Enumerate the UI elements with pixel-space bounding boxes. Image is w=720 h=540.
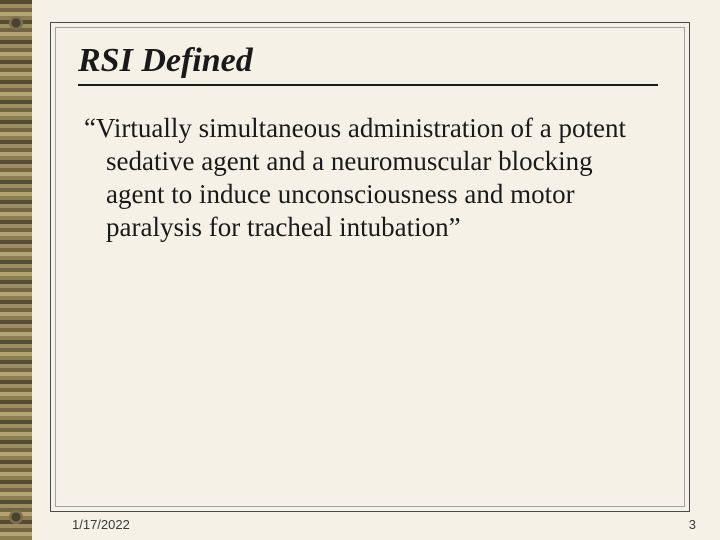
slide-content: RSI Defined “Virtually simultaneous admi… — [78, 42, 670, 492]
slide-body: “Virtually simultaneous administration o… — [78, 112, 638, 244]
footer-date: 1/17/2022 — [72, 517, 130, 532]
body-paragraph: “Virtually simultaneous administration o… — [84, 112, 638, 244]
decorative-left-strip — [0, 0, 32, 540]
footer-page-number: 3 — [689, 517, 696, 532]
title-underline — [78, 84, 658, 86]
slide-title: RSI Defined — [78, 42, 670, 80]
